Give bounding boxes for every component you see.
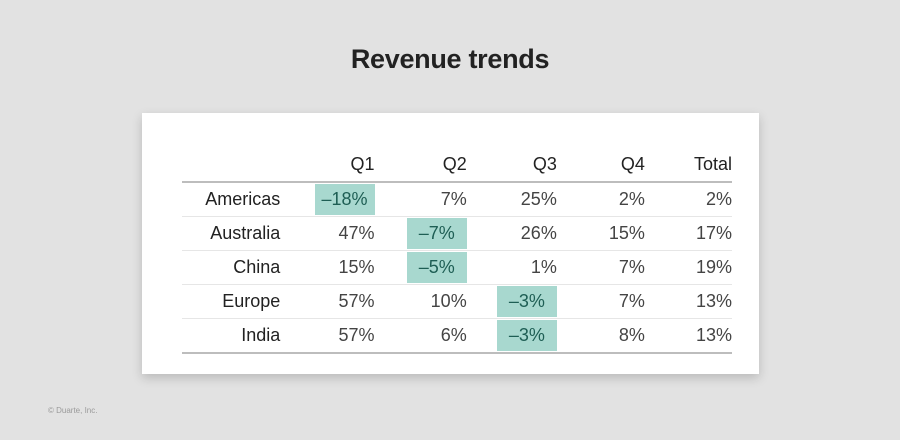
header-q4: Q4 [556, 147, 645, 183]
highlighted-cell: –18% [314, 184, 375, 215]
copyright-notice: © Duarte, Inc. [48, 406, 98, 415]
table-cell: –7% [374, 216, 467, 251]
table-cell: 7% [556, 250, 645, 285]
row-label: Americas [182, 182, 281, 217]
table-cell: –3% [466, 284, 557, 319]
row-label: Europe [182, 284, 281, 319]
header-total: Total [644, 147, 732, 183]
table-cell: 15% [556, 216, 645, 251]
row-label: Australia [182, 216, 281, 251]
header-row: Q1 Q2 Q3 Q4 Total [182, 147, 732, 183]
table-cell: 8% [556, 318, 645, 354]
table-cell: 13% [644, 284, 732, 319]
table-row: Europe 57% 10% –3% 7% 13% [182, 284, 732, 319]
table-cell: –18% [280, 182, 375, 217]
table-cell: 2% [556, 182, 645, 217]
table-cell: 47% [280, 216, 375, 251]
table-cell: 17% [644, 216, 732, 251]
table-cell: 13% [644, 318, 732, 354]
table-cell: 7% [374, 182, 467, 217]
table-cell: 1% [466, 250, 557, 285]
table-row: China 15% –5% 1% 7% 19% [182, 250, 732, 285]
table-cell: 57% [280, 318, 375, 354]
table-cell: 2% [644, 182, 732, 217]
page-title: Revenue trends [350, 44, 550, 74]
table-cell: 6% [374, 318, 467, 354]
header-q3: Q3 [466, 147, 557, 183]
highlighted-cell: –3% [496, 320, 557, 351]
table-cell: 25% [466, 182, 557, 217]
highlighted-cell: –3% [496, 286, 557, 317]
table-cell: 57% [280, 284, 375, 319]
row-label: China [182, 250, 281, 285]
table-row: India 57% 6% –3% 8% 13% [182, 318, 732, 354]
table-card: Q1 Q2 Q3 Q4 Total Americas –18% 7% 25% 2… [142, 113, 759, 374]
revenue-table: Q1 Q2 Q3 Q4 Total Americas –18% 7% 25% 2… [182, 147, 732, 354]
table-row: Australia 47% –7% 26% 15% 17% [182, 216, 732, 251]
header-region [182, 147, 281, 183]
table-cell: 10% [374, 284, 467, 319]
row-label: India [182, 318, 281, 354]
table-cell: –3% [466, 318, 557, 354]
header-q1: Q1 [280, 147, 375, 183]
table-cell: 7% [556, 284, 645, 319]
table-cell: 26% [466, 216, 557, 251]
table-cell: 15% [280, 250, 375, 285]
table-cell: 19% [644, 250, 732, 285]
table-cell: –5% [374, 250, 467, 285]
table-row: Americas –18% 7% 25% 2% 2% [182, 182, 732, 217]
highlighted-cell: –5% [406, 252, 467, 283]
header-q2: Q2 [374, 147, 467, 183]
highlighted-cell: –7% [406, 218, 467, 249]
